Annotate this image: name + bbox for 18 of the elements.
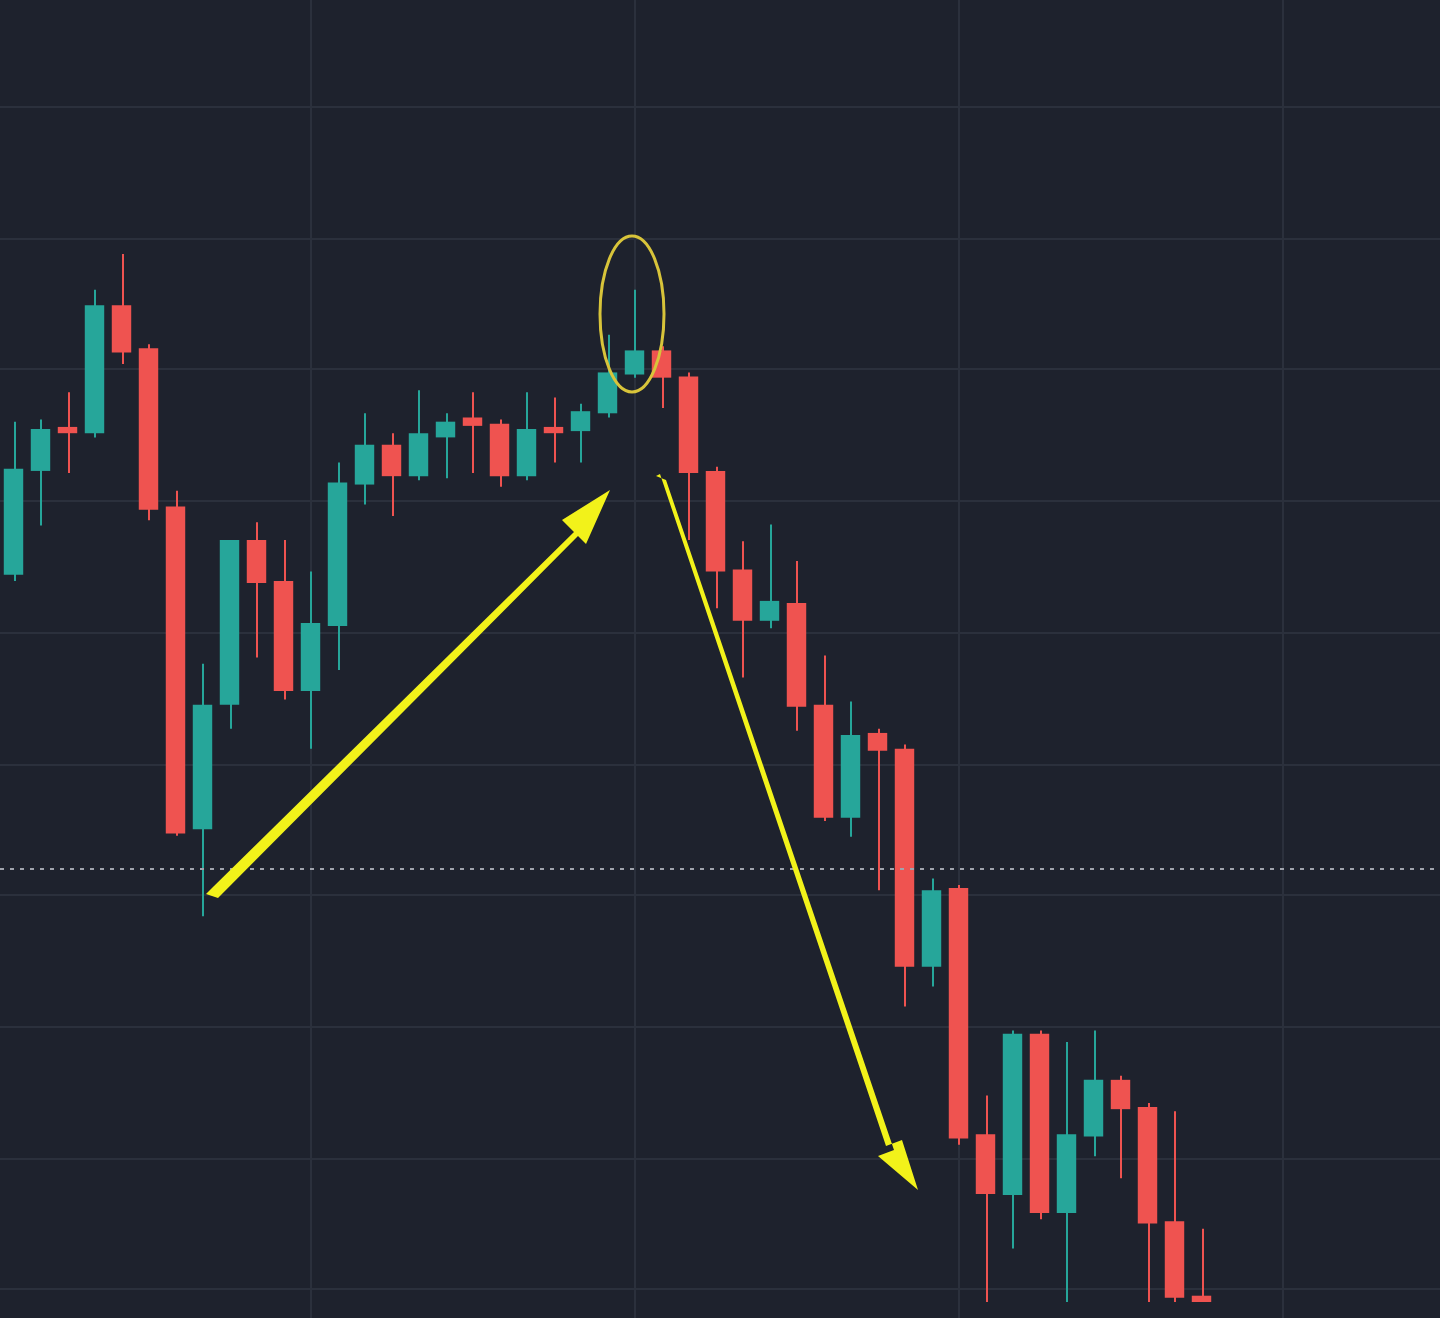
candlestick — [570, 402, 591, 464]
candlestick — [867, 727, 888, 892]
candlestick — [354, 412, 375, 506]
candlestick — [1110, 1074, 1131, 1180]
candlestick — [381, 432, 402, 517]
candlestick — [246, 521, 267, 659]
candlestick — [111, 253, 132, 366]
candlestick — [57, 391, 78, 475]
candlestick — [1191, 1227, 1212, 1303]
candlestick — [624, 288, 645, 379]
candlestick — [759, 523, 780, 630]
candlestick — [516, 391, 537, 482]
candlestick — [408, 389, 429, 482]
candlestick — [435, 412, 456, 480]
candlestick — [543, 396, 564, 464]
candlestick — [462, 391, 483, 475]
candlestick — [597, 333, 618, 419]
candlestick — [30, 418, 51, 527]
